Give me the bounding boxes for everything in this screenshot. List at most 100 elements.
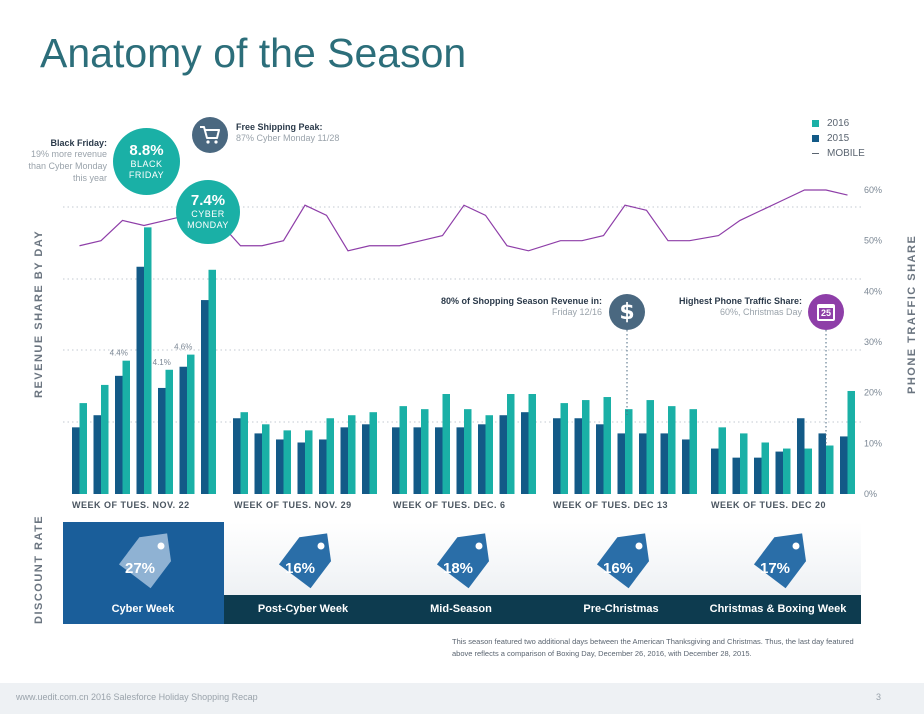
free-shipping-callout-title: Free Shipping Peak: bbox=[236, 122, 323, 132]
bar-2015-w5-d5 bbox=[797, 418, 805, 494]
black-friday-callout: Black Friday: 19% more revenue than Cybe… bbox=[28, 138, 107, 184]
dollar-icon: $ bbox=[619, 299, 635, 325]
bar-2016-w2-d5 bbox=[326, 418, 334, 494]
bar-2015-w3-d1 bbox=[392, 427, 400, 494]
phone-traffic-callout-title: Highest Phone Traffic Share: bbox=[678, 296, 802, 306]
discount-tag-5: 17% bbox=[740, 531, 816, 591]
right-tick-6: 60% bbox=[864, 185, 882, 195]
black-friday-callout-line-2: than Cyber Monday bbox=[28, 161, 107, 171]
discount-segment-label-4: Pre-Christmas bbox=[583, 603, 659, 615]
bar-2016-w5-d3 bbox=[761, 442, 769, 494]
bar-2016-w4-d7 bbox=[689, 409, 697, 494]
calendar-badge: 25 bbox=[808, 294, 844, 330]
black-friday-callout-title: Black Friday: bbox=[50, 138, 107, 148]
black-friday-callout-line-1: 19% more revenue bbox=[30, 149, 107, 159]
shopping-cart-badge bbox=[192, 117, 228, 153]
bar-2016-w1-d4 bbox=[144, 227, 152, 495]
bar-2015-w5-d4 bbox=[775, 451, 783, 494]
bar-2015-w3-d5 bbox=[478, 424, 486, 494]
bar-2015-w1-d7 bbox=[201, 300, 209, 494]
black-friday-badge-value: 8.8% bbox=[129, 141, 164, 159]
discount-tag-2: 16% bbox=[265, 531, 341, 591]
discount-segment-label-3: Mid-Season bbox=[430, 603, 492, 615]
right-tick-4: 40% bbox=[864, 286, 882, 296]
discount-rate-1: 27% bbox=[124, 560, 156, 577]
phone-traffic-callout: Highest Phone Traffic Share: 60%, Christ… bbox=[679, 296, 802, 318]
bar-2016-w2-d1 bbox=[240, 412, 248, 494]
bar-2016-w1-d5 bbox=[165, 369, 173, 494]
bar-2015-w4-d3 bbox=[596, 424, 604, 494]
price-tag-icon bbox=[278, 533, 332, 589]
shopping-revenue-callout-title: 80% of Shopping Season Revenue in: bbox=[440, 296, 602, 306]
bar-2016-w5-d1 bbox=[718, 427, 726, 494]
bar-2016-w3-d1 bbox=[399, 406, 407, 494]
shopping-revenue-callout: 80% of Shopping Season Revenue in: Frida… bbox=[441, 296, 602, 318]
legend-item-2015: 2015 bbox=[812, 131, 865, 146]
bar-2016-w5-d4 bbox=[783, 448, 791, 494]
discount-segment-label-2: Post-Cyber Week bbox=[257, 603, 349, 615]
calendar-day: 25 bbox=[820, 307, 831, 318]
phone-traffic-callout-sub: 60%, Christmas Day bbox=[719, 307, 802, 317]
right-tick-1: 10% bbox=[864, 438, 882, 448]
bar-2015-w5-d2 bbox=[732, 457, 740, 494]
page-number: 3 bbox=[876, 692, 882, 702]
discount-segment-label-1: Cyber Week bbox=[111, 603, 175, 615]
black-friday-badge-line-2: FRIDAY bbox=[128, 169, 165, 180]
cyber-monday-badge: 7.4% CYBER MONDAY bbox=[176, 180, 240, 244]
bar-2016-w3-d7 bbox=[528, 394, 536, 494]
discount-label-bar bbox=[224, 595, 861, 624]
bar-2015-w4-d7 bbox=[682, 439, 690, 494]
shopping-cart-icon bbox=[200, 126, 220, 144]
right-tick-5: 50% bbox=[864, 236, 882, 246]
price-tag-icon bbox=[596, 533, 650, 589]
bar-2015-w4-d2 bbox=[574, 418, 582, 494]
week-label-2: WEEK OF TUES. NOV. 29 bbox=[234, 500, 352, 510]
price-tag-icon bbox=[753, 533, 807, 589]
bar-2015-w5-d6 bbox=[818, 433, 826, 494]
bar-2015-w3-d6 bbox=[499, 415, 507, 494]
bar-2016-w2-d6 bbox=[348, 415, 356, 494]
discount-segment-label-5: Christmas & Boxing Week bbox=[709, 603, 847, 615]
week-label-3: WEEK OF TUES. DEC. 6 bbox=[393, 500, 506, 510]
legend-label-2015: 2015 bbox=[827, 133, 850, 144]
legend-label-mobile: MOBILE bbox=[827, 148, 865, 159]
bar-2015-w3-d4 bbox=[456, 427, 464, 494]
bar-2016-w4-d4 bbox=[625, 409, 633, 494]
week-label-4: WEEK OF TUES. DEC 13 bbox=[553, 500, 669, 510]
bar-2016-w2-d2 bbox=[262, 424, 270, 494]
bar-2015-w5-d7 bbox=[840, 436, 848, 494]
bar-2015-w4-d6 bbox=[660, 433, 668, 494]
bar-2016-w1-d1 bbox=[79, 403, 87, 494]
discount-tag-3: 18% bbox=[423, 531, 499, 591]
bar-2016-w4-d3 bbox=[603, 397, 611, 494]
price-tag-icon bbox=[118, 533, 172, 589]
bar-2016-w2-d7 bbox=[369, 412, 377, 494]
bar-2015-w2-d4 bbox=[297, 442, 305, 494]
legend-item-2016: 2016 bbox=[812, 116, 865, 131]
dollar-badge: $ bbox=[609, 294, 645, 330]
bar-2015-w5-d1 bbox=[711, 448, 719, 494]
black-friday-callout-line-3: this year bbox=[72, 173, 107, 183]
bar-2015-w2-d6 bbox=[340, 427, 348, 494]
bar-2016-w1-d3 bbox=[122, 360, 130, 494]
bar-2015-w2-d5 bbox=[319, 439, 327, 494]
bar-2016-w3-d5 bbox=[485, 415, 493, 494]
bar-2015-w1-d4 bbox=[136, 266, 144, 494]
bar-2016-w5-d6 bbox=[826, 445, 834, 494]
bar-2015-w2-d2 bbox=[254, 433, 262, 494]
calendar-icon: 25 bbox=[817, 303, 835, 321]
bar-2016-w3-d3 bbox=[442, 394, 450, 494]
footer-text: www.uedit.com.cn 2016 Salesforce Holiday… bbox=[16, 692, 258, 702]
data-label-1: 4.4% bbox=[110, 349, 128, 358]
revenue-chart: 0% 10% 20% 30% 40% 50% 60% 4.4% 4.1%4.6% bbox=[63, 185, 882, 499]
discount-rate-2: 16% bbox=[284, 560, 316, 577]
discount-tag-1: 27% bbox=[105, 531, 181, 591]
bar-2015-w2-d7 bbox=[362, 424, 370, 494]
bar-2015-w1-d5 bbox=[158, 387, 166, 494]
free-shipping-callout-sub: 87% Cyber Monday 11/28 bbox=[236, 133, 340, 143]
bar-2016-w1-d7 bbox=[208, 269, 216, 494]
bar-2016-w4-d2 bbox=[582, 400, 590, 494]
bar-2016-w1-d6 bbox=[187, 354, 195, 494]
legend-swatch-2016 bbox=[812, 120, 819, 127]
bar-2016-w5-d5 bbox=[804, 448, 812, 494]
